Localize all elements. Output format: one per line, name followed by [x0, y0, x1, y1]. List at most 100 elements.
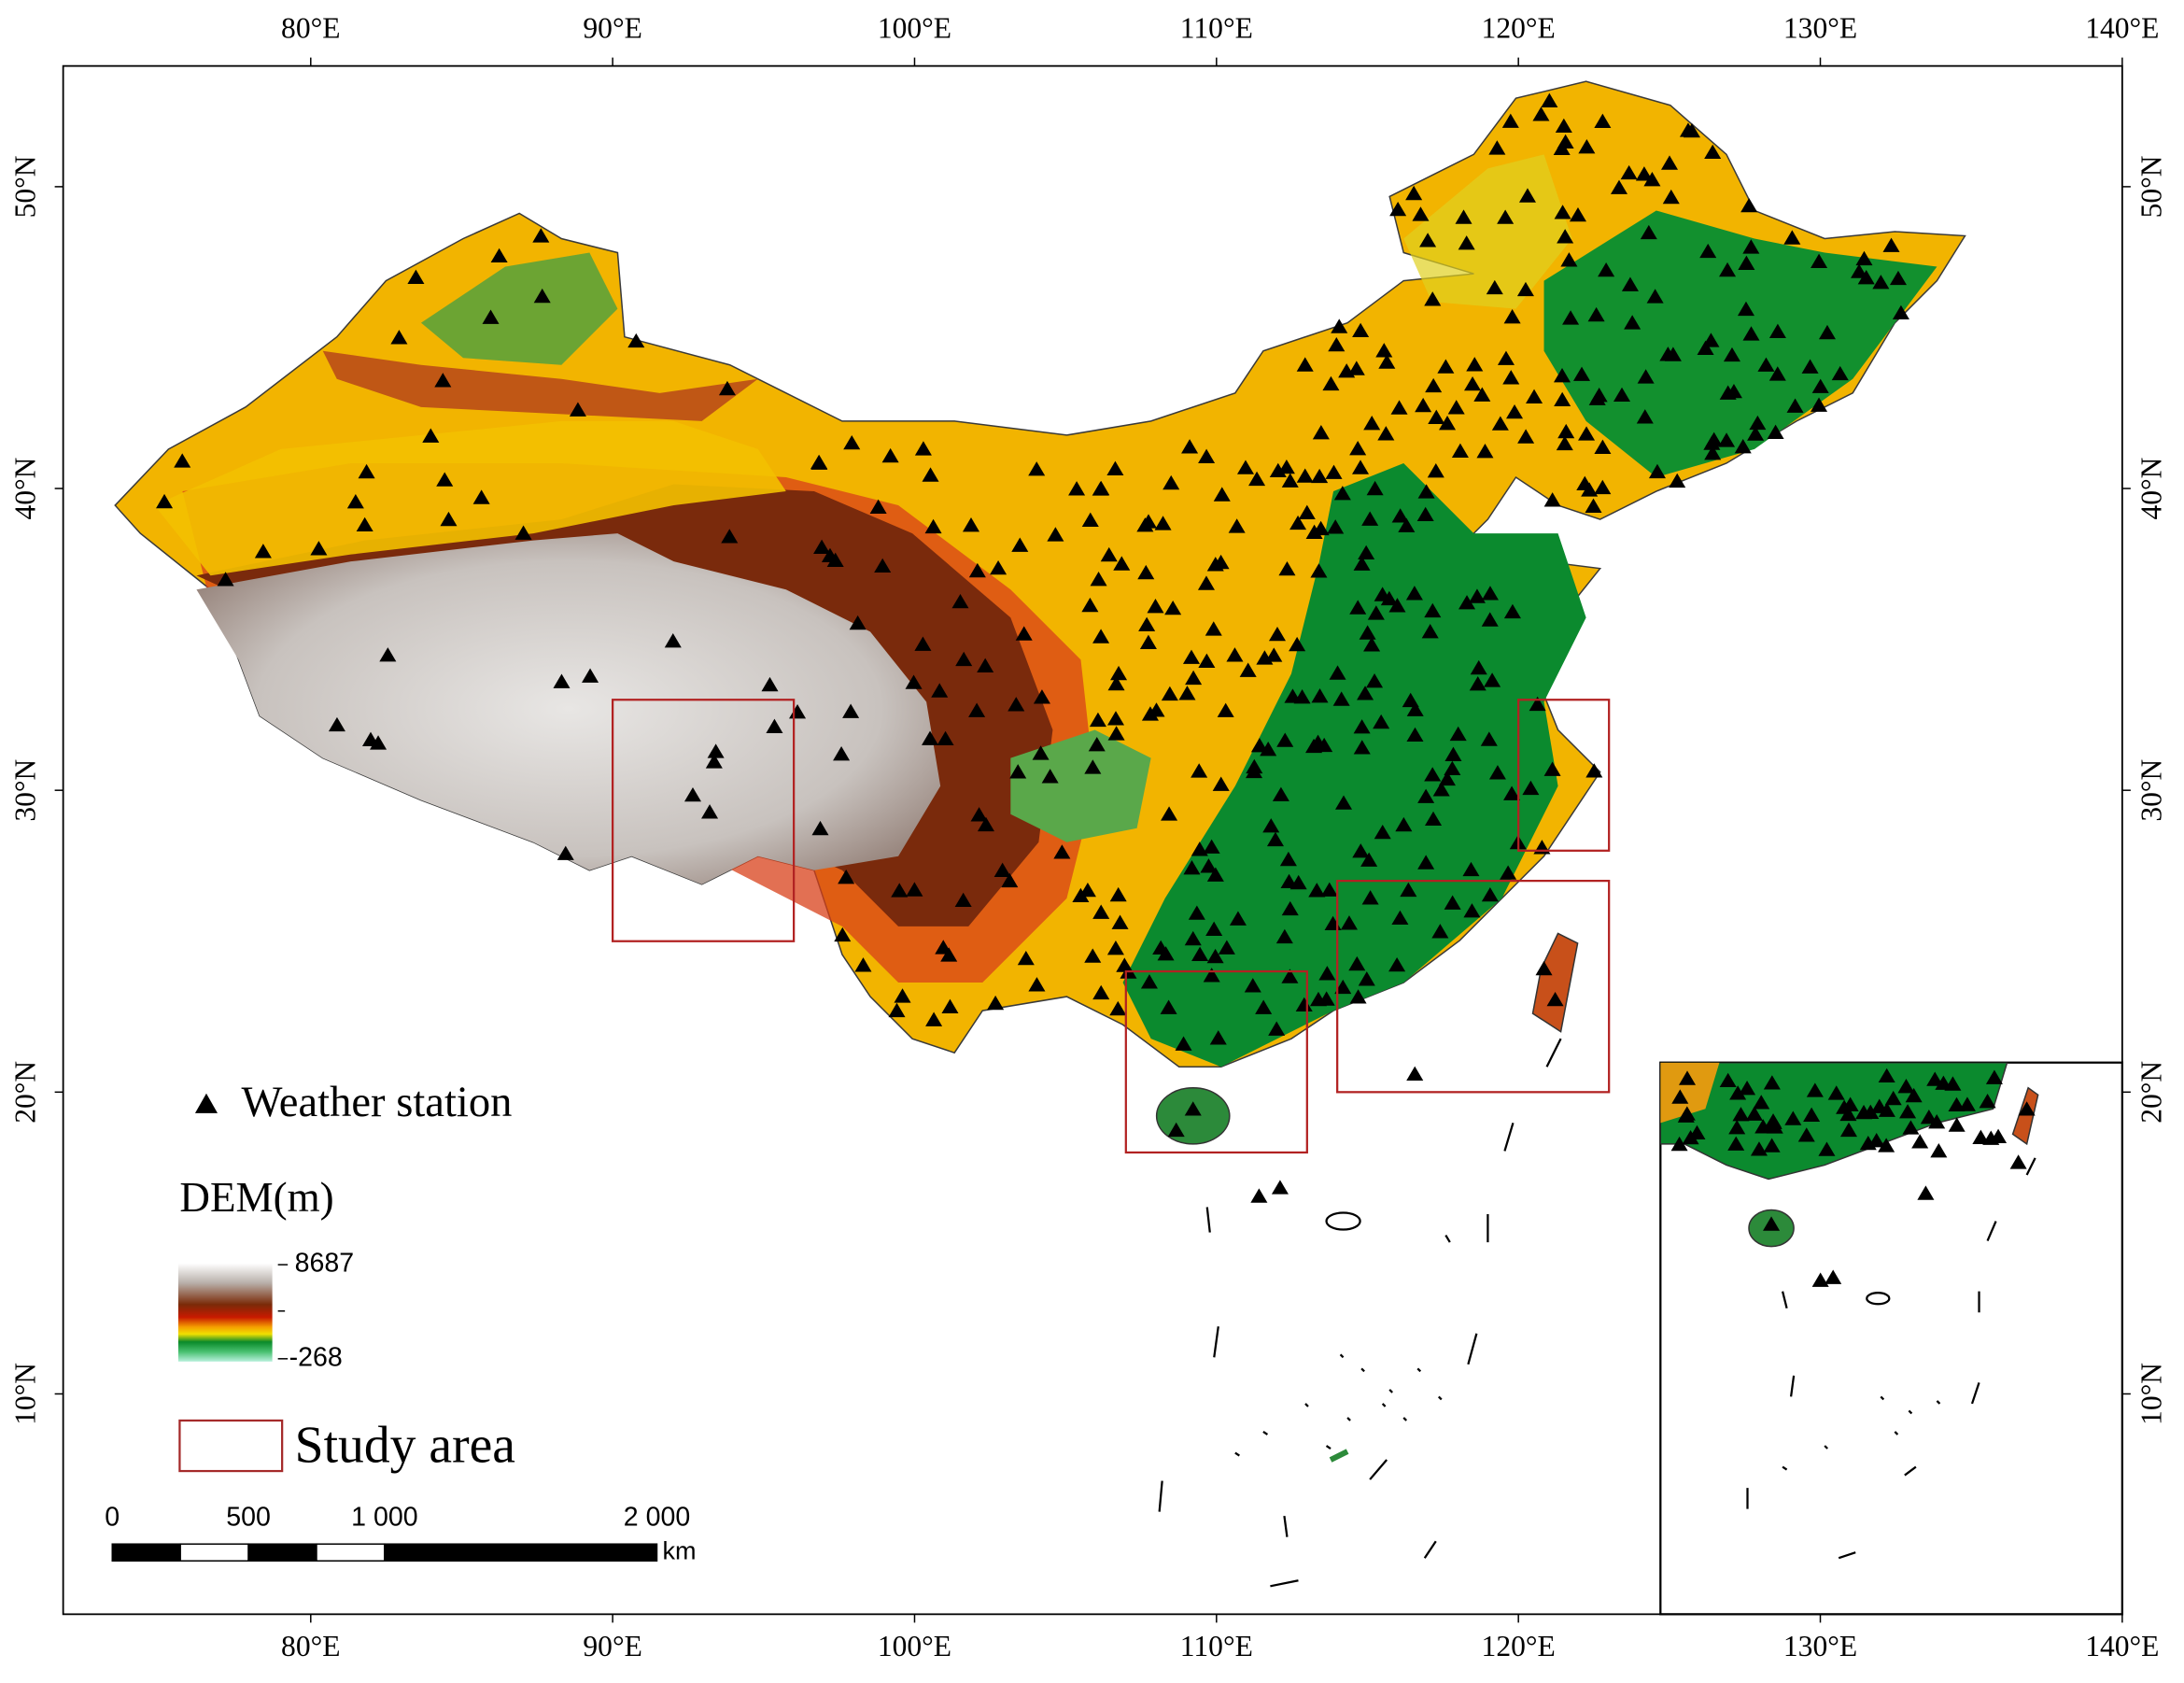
weather-station: [854, 957, 872, 972]
weather-station: [553, 673, 571, 688]
weather-station: [1569, 206, 1586, 222]
weather-station: [1578, 139, 1596, 154]
weather-station: [1541, 92, 1558, 107]
x-tick-label-top: 110°E: [1180, 11, 1253, 44]
weather-station: [1279, 851, 1297, 867]
weather-station: [914, 441, 932, 456]
weather-station: [1497, 209, 1515, 224]
x-tick-label-bottom: 140°E: [2085, 1630, 2159, 1662]
weather-station: [1767, 424, 1784, 439]
weather-station: [1948, 1117, 1966, 1132]
weather-station: [1178, 686, 1196, 700]
weather-station: [1444, 895, 1461, 910]
weather-station: [358, 463, 375, 479]
weather-station: [1831, 365, 1849, 381]
weather-station: [1182, 649, 1201, 664]
weather-station: [1699, 243, 1717, 259]
weather-station: [1262, 818, 1280, 833]
weather-station: [977, 816, 994, 832]
weather-station: [533, 288, 551, 304]
weather-station: [1175, 1036, 1192, 1051]
weather-station: [1878, 1138, 1895, 1153]
weather-station: [1669, 473, 1686, 488]
weather-station: [1139, 634, 1157, 649]
weather-station: [1209, 1030, 1227, 1045]
weather-station: [1518, 188, 1537, 203]
weather-station: [1391, 910, 1409, 926]
x-tick-label-top: 130°E: [1783, 11, 1857, 44]
weather-station: [1033, 689, 1050, 704]
weather-station: [1704, 144, 1722, 160]
weather-station: [1503, 309, 1521, 324]
weather-station: [941, 998, 959, 1013]
weather-station: [1047, 527, 1064, 542]
hainan: [1155, 1087, 1231, 1145]
weather-station: [1296, 468, 1314, 483]
weather-station: [906, 882, 923, 897]
weather-station: [1899, 1104, 1917, 1119]
weather-station: [1718, 432, 1736, 447]
weather-station: [1905, 1087, 1923, 1103]
weather-station: [1400, 882, 1417, 898]
weather-station: [1522, 780, 1540, 796]
weather-station: [1585, 763, 1603, 778]
weather-station: [1557, 134, 1574, 149]
weather-station: [1084, 948, 1102, 963]
weather-station: [1375, 343, 1393, 358]
x-tick-label-bottom: 110°E: [1180, 1630, 1253, 1662]
weather-station: [1624, 315, 1642, 330]
weather-station: [1839, 1122, 1858, 1138]
weather-station: [1281, 900, 1299, 916]
scale-bar: 0 500 1 000 2 000 km: [105, 1503, 696, 1565]
x-tick-label-bottom: 130°E: [1783, 1630, 1857, 1662]
weather-station: [1213, 487, 1231, 502]
weather-station: [1803, 1107, 1821, 1122]
weather-station: [217, 572, 234, 587]
weather-station: [1363, 637, 1381, 652]
scale-label: 0: [105, 1503, 120, 1533]
weather-station: [1395, 816, 1413, 832]
weather-station: [987, 995, 1005, 1011]
study-area: [1124, 969, 1308, 1154]
weather-station: [977, 658, 994, 672]
weather-station: [1431, 924, 1449, 939]
weather-station: [1610, 179, 1628, 194]
weather-station: [1011, 537, 1029, 552]
weather-station: [1088, 737, 1106, 752]
weather-station: [1660, 155, 1679, 170]
weather-station: [1594, 439, 1612, 455]
weather-station: [422, 428, 440, 443]
weather-station: [1360, 852, 1378, 867]
weather-station: [1926, 1071, 1944, 1086]
weather-station: [1585, 498, 1602, 513]
weather-station: [1463, 903, 1481, 918]
weather-station: [1742, 239, 1760, 254]
weather-station: [1979, 1093, 1996, 1109]
weather-station: [1468, 588, 1486, 603]
weather-station: [1359, 625, 1376, 640]
weather-station: [1266, 831, 1284, 847]
inset-taiwan: [2011, 1086, 2039, 1146]
weather-station: [1768, 323, 1786, 338]
weather-station: [1316, 737, 1333, 753]
weather-station: [1092, 984, 1110, 1000]
weather-station: [1855, 250, 1873, 266]
weather-station: [821, 547, 838, 563]
dem-min-label: -268: [289, 1342, 343, 1372]
weather-station: [1757, 357, 1775, 372]
weather-station: [1553, 368, 1571, 383]
weather-station: [1786, 398, 1804, 413]
weather-station: [1818, 1141, 1836, 1156]
weather-station: [1438, 771, 1456, 786]
weather-station: [1366, 673, 1384, 688]
weather-station: [1092, 481, 1109, 496]
weather-station: [1576, 475, 1594, 490]
weather-station: [1218, 940, 1235, 955]
y-tick-label-left: 30°N: [8, 758, 41, 821]
x-tick-label-bottom: 100°E: [878, 1630, 951, 1662]
weather-station: [1160, 999, 1177, 1014]
y-tick-label-right: 30°N: [2135, 758, 2168, 821]
weather-station: [970, 807, 988, 822]
weather-station: [1702, 332, 1720, 347]
weather-station: [490, 248, 508, 263]
